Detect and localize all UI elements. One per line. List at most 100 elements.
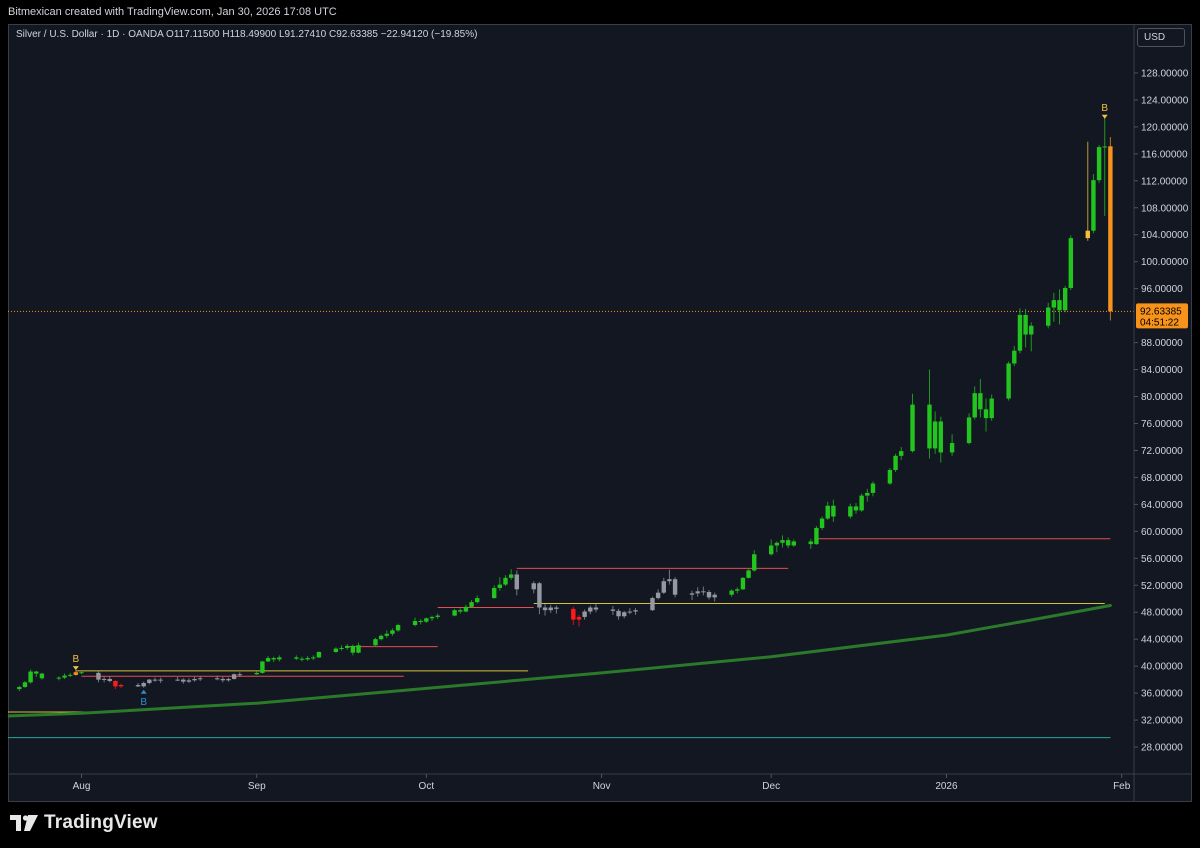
candle bbox=[633, 608, 638, 615]
candle-body bbox=[141, 683, 146, 687]
candle bbox=[56, 676, 62, 681]
candle-body bbox=[378, 635, 384, 640]
candle bbox=[497, 577, 503, 591]
candle-body bbox=[978, 393, 983, 410]
candle bbox=[141, 681, 146, 688]
currency-button[interactable]: USD bbox=[1137, 28, 1185, 47]
candle bbox=[853, 503, 859, 514]
candle-body bbox=[299, 658, 305, 660]
candle bbox=[113, 680, 118, 690]
candle-body bbox=[1023, 314, 1028, 335]
price-axis-label: 112.00000 bbox=[1141, 176, 1188, 187]
candle-body bbox=[17, 687, 22, 690]
candle bbox=[514, 570, 519, 596]
candle-body bbox=[655, 592, 661, 599]
candle bbox=[1108, 137, 1113, 321]
candle bbox=[135, 683, 141, 688]
candle-body bbox=[808, 541, 813, 545]
candle bbox=[491, 585, 497, 599]
candle bbox=[695, 587, 700, 597]
price-axis-label: 64.00000 bbox=[1141, 500, 1183, 511]
candle-body bbox=[927, 404, 932, 449]
candle-body bbox=[39, 673, 45, 679]
price-axis-label: 104.00000 bbox=[1141, 230, 1189, 241]
buy-signal-label: B bbox=[140, 697, 147, 708]
candle bbox=[96, 670, 101, 683]
candle-body bbox=[475, 598, 480, 603]
candle-body bbox=[192, 678, 197, 681]
sell-signal-label: B bbox=[73, 654, 80, 665]
candle-body bbox=[175, 679, 180, 681]
candle-body bbox=[1091, 180, 1096, 231]
candle-body bbox=[356, 645, 361, 653]
candle-body bbox=[231, 674, 237, 679]
candle-body bbox=[983, 409, 989, 419]
candle bbox=[831, 499, 836, 522]
candle bbox=[220, 676, 226, 683]
candle bbox=[650, 596, 655, 611]
candle-body bbox=[853, 506, 859, 511]
price-axis-label: 124.00000 bbox=[1141, 95, 1189, 106]
candle bbox=[254, 671, 259, 675]
candle bbox=[1012, 345, 1017, 367]
candle-body bbox=[113, 680, 118, 687]
price-axis-label: 96.00000 bbox=[1141, 284, 1183, 295]
candle-body bbox=[701, 591, 706, 593]
legend-high: H118.49900 bbox=[222, 29, 277, 40]
candle bbox=[62, 673, 67, 679]
candle-body bbox=[949, 443, 955, 453]
candle-body bbox=[848, 506, 853, 517]
price-axis-label: 60.00000 bbox=[1141, 527, 1183, 538]
price-axis-label: 48.00000 bbox=[1141, 608, 1183, 619]
candle-body bbox=[56, 677, 62, 679]
candle-body bbox=[424, 618, 429, 622]
candle bbox=[1057, 289, 1062, 325]
candle bbox=[395, 623, 401, 632]
candle-body bbox=[508, 574, 514, 578]
candle bbox=[1046, 302, 1051, 329]
candle bbox=[927, 369, 932, 459]
candle bbox=[701, 586, 706, 596]
candle bbox=[814, 525, 819, 545]
candle-body bbox=[28, 671, 33, 683]
candle-body bbox=[627, 611, 633, 613]
price-tag-box bbox=[1136, 303, 1188, 329]
candle-body bbox=[316, 651, 322, 658]
candle bbox=[198, 676, 203, 681]
candle bbox=[17, 685, 22, 692]
price-chart[interactable]: B B B 28.00000 32.00000 36.00000 40.00000 44.0… bbox=[8, 24, 1192, 802]
time-axis-label: Dec bbox=[762, 781, 780, 792]
price-axis-label: 36.00000 bbox=[1141, 689, 1183, 700]
candle-body bbox=[712, 594, 717, 598]
candle bbox=[356, 642, 361, 654]
candle bbox=[910, 393, 915, 453]
candle-body bbox=[633, 610, 638, 612]
tradingview-logo[interactable]: TradingView bbox=[10, 811, 158, 835]
candle bbox=[791, 539, 797, 547]
candle bbox=[429, 615, 435, 621]
candle-body bbox=[73, 672, 79, 675]
candle bbox=[265, 656, 271, 663]
candle bbox=[412, 617, 418, 627]
time-axis-label: 2026 bbox=[935, 781, 958, 792]
candle-body bbox=[412, 620, 418, 626]
candle bbox=[865, 488, 870, 502]
candle bbox=[780, 535, 785, 548]
candle bbox=[107, 676, 112, 683]
candle-body bbox=[616, 610, 621, 617]
sell-signal-arrow bbox=[72, 666, 79, 671]
candle-body bbox=[542, 607, 548, 611]
candle-body bbox=[588, 607, 593, 612]
candle bbox=[34, 670, 39, 677]
candle bbox=[859, 493, 864, 512]
candle bbox=[214, 675, 220, 681]
tradingview-logo-text: TradingView bbox=[44, 812, 158, 833]
candle-body bbox=[135, 685, 141, 687]
price-axis-label: 108.00000 bbox=[1141, 203, 1189, 214]
candle-body bbox=[865, 492, 870, 496]
candle bbox=[972, 386, 977, 420]
candle bbox=[277, 655, 282, 662]
candle-body bbox=[1046, 307, 1051, 326]
symbol-legend: Silver / U.S. Dollar · 1D · OANDA O117.1… bbox=[16, 29, 477, 40]
candle bbox=[616, 608, 621, 620]
